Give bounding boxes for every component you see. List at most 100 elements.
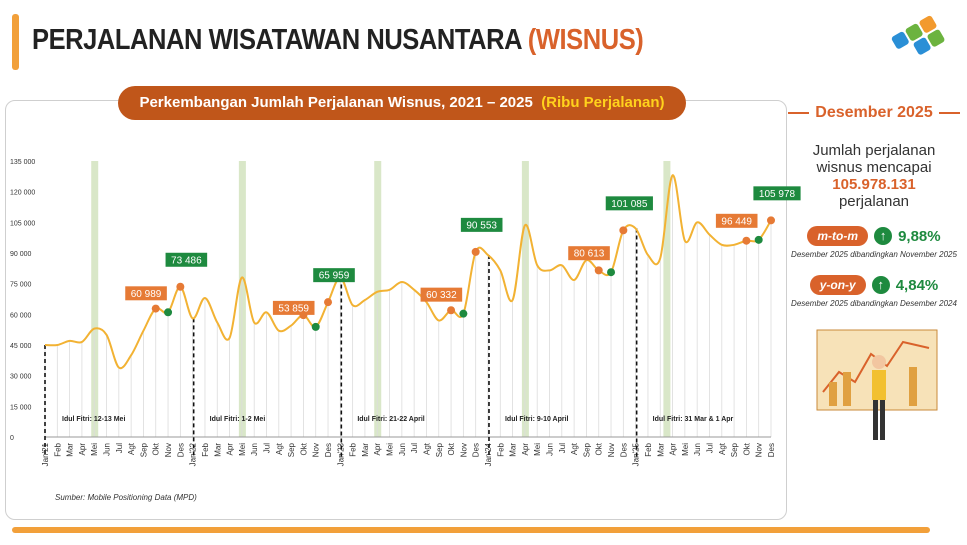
x-tick-label: Apr (521, 443, 530, 456)
x-tick-label: Sep (435, 442, 444, 457)
value-label-box (715, 213, 758, 228)
data-point (459, 309, 468, 318)
x-tick-label: Okt (447, 442, 456, 455)
x-tick-label: Des (619, 443, 628, 457)
data-point (619, 226, 628, 235)
x-tick-label: Nov (459, 443, 468, 457)
x-tick-label: Apr (373, 443, 382, 456)
x-tick-label: Feb (201, 442, 210, 456)
y-tick-label: 30 000 (10, 374, 32, 381)
value-label-box (753, 186, 801, 201)
x-tick-label: Nov (755, 443, 764, 457)
chart-title-text: Perkembangan Jumlah Perjalanan Wisnus, 2… (139, 94, 533, 111)
x-tick-label: Feb (349, 442, 358, 456)
logo (891, 15, 945, 55)
x-tick-label: Jun (693, 443, 702, 456)
panel-highlight: 105.978.131 (832, 176, 916, 193)
source: Sumber: Mobile Positioning Data (MPD) (55, 493, 197, 502)
indicator-note: Desember 2025 dibandingkan November 2025 (791, 250, 957, 259)
value-label: 105 978 (759, 189, 796, 200)
y-tick-label: 45 000 (10, 343, 32, 350)
indicator-row: y-on-y ↑ 4,84% (788, 275, 960, 295)
value-label-box (568, 246, 610, 261)
annotation: Idul Fitri: 21-22 April (357, 416, 424, 423)
x-tick-label: Mar (361, 443, 370, 457)
indicator-row: m-to-m ↑ 9,88% (788, 226, 960, 246)
x-tick-label: Sep (139, 442, 148, 457)
y-tick-label: 90 000 (10, 251, 32, 258)
data-point (607, 268, 616, 277)
x-tick-label: Jul (262, 443, 271, 453)
x-tick-label: Agt (570, 442, 579, 455)
data-point (176, 282, 185, 291)
indicator-label: y-on-y (809, 275, 866, 295)
x-tick-label: Mei (238, 443, 247, 456)
x-tick-label: Okt (742, 442, 751, 455)
value-label: 53 859 (278, 303, 309, 314)
up-arrow: ↑ (874, 227, 893, 245)
x-tick-label: Des (472, 443, 481, 457)
holiday-band (374, 161, 382, 437)
y-tick-label: 105 000 (10, 220, 35, 227)
x-tick-label: Mei (90, 443, 99, 456)
holiday-band (521, 161, 529, 437)
y-tick-label: 75 000 (10, 282, 32, 289)
value-label: 60 332 (426, 290, 457, 301)
indicator-value: 4,84% (895, 276, 939, 294)
data-point (471, 247, 480, 256)
data-point (324, 298, 333, 307)
x-tick-label: Agt (127, 442, 136, 455)
chart-title: Perkembangan Jumlah Perjalanan Wisnus, 2… (118, 86, 686, 120)
x-tick-label: Jun (398, 443, 407, 456)
x-tick-label: Sep (582, 442, 591, 457)
value-label-box (272, 300, 315, 315)
holiday-band (91, 161, 99, 437)
data-line (44, 174, 772, 370)
value-label: 101 085 (611, 199, 648, 210)
bottom-bar (12, 527, 930, 533)
x-tick-label: Mar (509, 443, 518, 457)
annotation: Idul Fitri: 1-2 Mei (210, 416, 266, 423)
y-tick-label: 120 000 (10, 190, 35, 197)
x-tick-label: Feb (53, 442, 62, 456)
value-label: 80 613 (574, 249, 605, 260)
value-label-box (125, 286, 167, 301)
heading-text: Desember 2025 (815, 104, 933, 121)
value-label: 96 449 (721, 216, 752, 227)
x-tick-label: Jun (103, 443, 112, 456)
x-tick-label: Nov (607, 443, 616, 457)
x-tick-label: Apr (669, 443, 678, 456)
panel-text: perjalanan (838, 193, 910, 210)
indicators: m-to-m ↑ 9,88% Desember 2025 dibandingkan N… (788, 226, 960, 308)
x-tick-label: Okt (595, 442, 604, 455)
data-point (767, 216, 775, 225)
up-arrow: ↑ (871, 276, 890, 294)
annotation: Idul Fitri: 12-13 Mei (62, 416, 125, 423)
value-label: 73 486 (171, 255, 202, 266)
x-tick-label: Agt (422, 442, 431, 455)
x-tick-label: Feb (496, 442, 505, 456)
indicator: m-to-m ↑ 9,88% Desember 2025 dibandingkan N… (788, 226, 960, 259)
x-tick-label: Sep (730, 442, 739, 457)
x-tick-label: Jul (410, 443, 419, 453)
value-label: 60 989 (131, 289, 162, 300)
data-point (151, 304, 160, 313)
value-label-box (420, 287, 463, 302)
panel-text: wisnus mencapai (816, 159, 932, 176)
data-point (311, 322, 320, 331)
data-point (594, 266, 603, 275)
chart-subtitle: (Ribu Perjalanan) (541, 94, 665, 111)
holiday-band (663, 161, 671, 437)
panel-heading: Desember 2025 (788, 104, 961, 122)
x-tick-label: Nov (312, 443, 321, 457)
x-tick-label: Mei (681, 443, 690, 456)
x-tick-label: Jan'21 (41, 442, 50, 466)
title-highlight: (WISNUS) (527, 24, 644, 56)
x-tick-label: Feb (644, 442, 653, 456)
x-tick-label: Mei (533, 443, 542, 456)
x-tick-label: Okt (299, 442, 308, 455)
x-tick-label: Des (767, 443, 776, 457)
indicator: y-on-y ↑ 4,84% Desember 2025 dibandingkan D… (788, 275, 960, 308)
indicator-note: Desember 2025 dibandingkan Desember 2024 (791, 299, 957, 308)
